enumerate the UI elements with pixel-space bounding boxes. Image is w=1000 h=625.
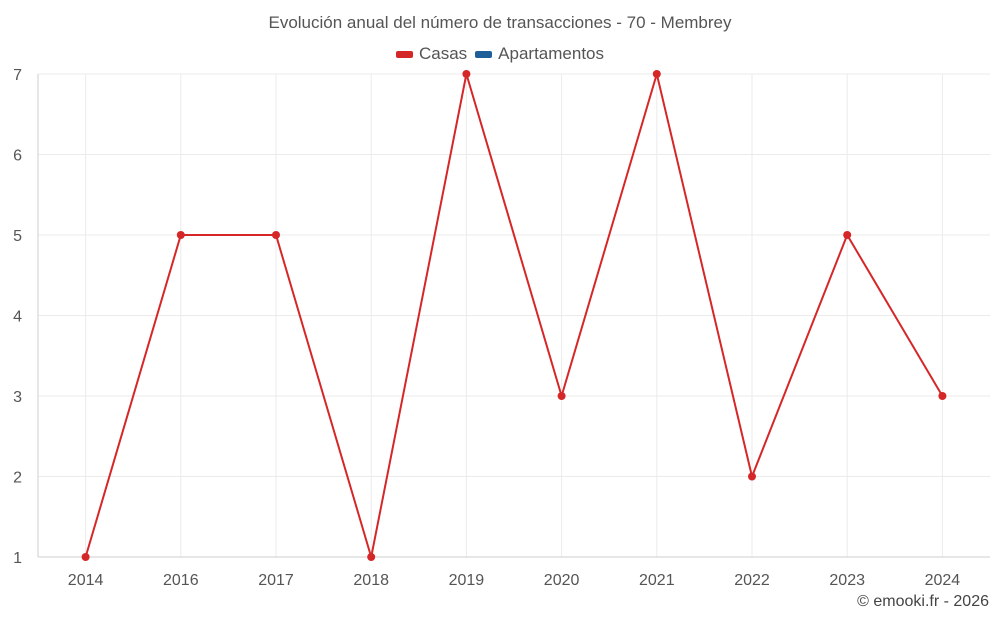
- data-point: [367, 553, 376, 561]
- legend-item-apartamentos[interactable]: Apartamentos: [475, 44, 604, 64]
- x-tick-label: 2016: [163, 572, 199, 589]
- y-tick-label: 5: [13, 228, 22, 245]
- x-tick-label: 2022: [734, 572, 770, 589]
- x-tick-label: 2023: [829, 572, 865, 589]
- x-tick-label: 2024: [925, 572, 961, 589]
- legend-label-apartamentos: Apartamentos: [498, 44, 605, 63]
- series-line-casas: [84, 70, 944, 558]
- y-tick-label: 6: [13, 148, 22, 165]
- legend-label-casas: Casas: [418, 44, 468, 63]
- x-tick-label: 2018: [353, 572, 389, 589]
- x-tick-label: 2014: [68, 572, 104, 589]
- data-point: [81, 553, 90, 561]
- legend-swatch-casas: [395, 50, 413, 58]
- data-point: [652, 70, 661, 78]
- data-point: [272, 231, 280, 239]
- x-tick-label: 2020: [544, 572, 580, 589]
- data-point: [748, 472, 756, 481]
- chart-title: Evolución anual del número de transaccio…: [268, 13, 732, 32]
- data-point: [843, 231, 852, 239]
- x-tick-label: 2017: [258, 572, 294, 589]
- y-tick-label: 2: [13, 470, 22, 487]
- watermark: © emooki.fr - 2026: [857, 593, 989, 610]
- data-point: [176, 231, 185, 239]
- legend-swatch-apartamentos: [475, 50, 493, 58]
- data-point: [938, 392, 947, 400]
- y-tick-label: 4: [13, 309, 22, 326]
- y-tick-label: 1: [13, 550, 22, 567]
- data-point: [557, 392, 566, 400]
- x-tick-label: 2021: [639, 572, 675, 589]
- legend-item-casas[interactable]: Casas: [395, 44, 468, 64]
- legend: Casas Apartamentos: [0, 44, 1000, 64]
- data-point: [462, 70, 471, 78]
- y-tick-label: 3: [13, 389, 22, 406]
- y-tick-label: 7: [13, 67, 22, 84]
- x-tick-label: 2019: [449, 572, 485, 589]
